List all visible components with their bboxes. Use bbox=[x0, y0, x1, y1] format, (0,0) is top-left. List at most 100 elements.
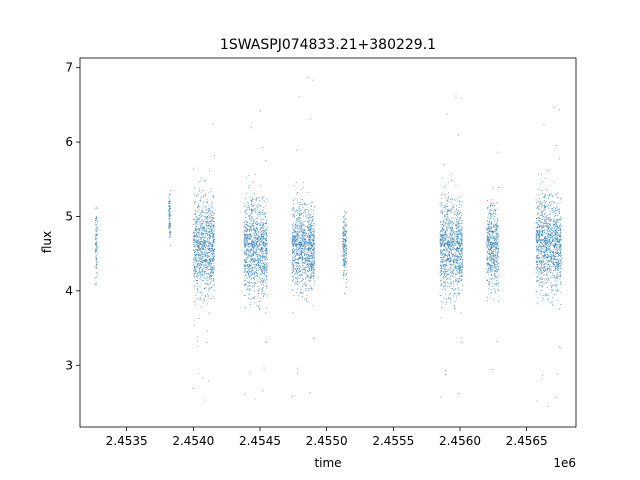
data-point bbox=[298, 216, 300, 218]
data-point bbox=[213, 251, 215, 253]
data-point bbox=[243, 226, 245, 228]
data-point bbox=[446, 248, 448, 250]
data-point bbox=[256, 227, 258, 228]
data-point bbox=[210, 274, 212, 276]
data-point bbox=[294, 232, 295, 234]
data-point bbox=[168, 202, 170, 204]
data-point bbox=[496, 258, 498, 260]
data-point bbox=[295, 255, 297, 257]
data-point bbox=[443, 253, 445, 255]
data-point bbox=[249, 270, 250, 272]
data-point bbox=[205, 208, 207, 210]
data-point bbox=[252, 266, 254, 268]
data-point bbox=[195, 239, 197, 241]
data-point bbox=[259, 235, 261, 237]
data-point bbox=[302, 262, 304, 264]
data-point bbox=[299, 250, 301, 252]
data-point bbox=[310, 286, 312, 288]
data-point bbox=[258, 288, 260, 290]
data-point bbox=[94, 218, 96, 219]
data-point bbox=[343, 270, 345, 272]
data-point bbox=[257, 224, 258, 225]
data-point bbox=[461, 289, 463, 291]
data-point bbox=[197, 223, 199, 225]
data-point bbox=[446, 211, 448, 213]
data-point bbox=[250, 269, 252, 271]
data-point bbox=[454, 266, 456, 268]
data-point bbox=[210, 245, 212, 247]
data-point bbox=[310, 225, 311, 227]
data-point bbox=[453, 233, 455, 235]
data-point bbox=[302, 240, 304, 242]
data-point bbox=[460, 216, 462, 218]
data-point bbox=[200, 243, 202, 245]
data-point bbox=[537, 269, 539, 271]
data-point bbox=[199, 248, 200, 250]
data-point bbox=[449, 272, 451, 274]
data-point bbox=[249, 266, 251, 268]
data-point bbox=[193, 232, 195, 234]
data-point bbox=[303, 250, 305, 252]
data-point bbox=[253, 243, 255, 245]
data-point bbox=[454, 235, 456, 237]
data-point bbox=[212, 295, 214, 297]
data-point bbox=[310, 265, 312, 267]
data-point bbox=[252, 197, 254, 199]
data-point bbox=[301, 253, 302, 255]
data-point bbox=[202, 230, 204, 232]
data-point bbox=[309, 263, 310, 265]
data-point bbox=[245, 198, 247, 199]
data-point bbox=[198, 257, 200, 259]
data-point bbox=[293, 237, 295, 239]
data-point bbox=[311, 265, 313, 267]
data-point bbox=[197, 219, 199, 221]
data-point bbox=[496, 256, 498, 258]
data-point bbox=[487, 268, 489, 270]
data-point bbox=[200, 272, 202, 274]
data-point bbox=[251, 261, 253, 263]
data-point bbox=[455, 259, 457, 260]
data-point bbox=[250, 298, 252, 300]
data-point bbox=[204, 242, 206, 244]
data-point bbox=[450, 302, 451, 304]
data-point bbox=[212, 271, 213, 273]
data-point bbox=[343, 241, 345, 242]
data-point bbox=[447, 206, 449, 208]
data-point bbox=[244, 227, 246, 229]
data-point bbox=[491, 227, 492, 229]
data-point bbox=[199, 267, 201, 269]
data-point bbox=[450, 259, 452, 261]
data-point bbox=[488, 228, 490, 230]
data-point bbox=[346, 240, 347, 242]
data-point bbox=[295, 243, 297, 245]
data-point bbox=[263, 268, 265, 270]
data-point bbox=[297, 207, 299, 209]
data-point bbox=[203, 243, 204, 245]
data-point bbox=[310, 260, 312, 262]
data-point bbox=[263, 231, 265, 233]
data-point bbox=[447, 254, 449, 256]
data-point bbox=[212, 214, 214, 216]
data-point bbox=[450, 235, 452, 237]
data-point bbox=[260, 229, 262, 231]
data-point bbox=[205, 259, 207, 261]
data-point bbox=[491, 250, 492, 251]
data-point bbox=[265, 266, 267, 268]
data-point bbox=[261, 263, 263, 265]
data-point bbox=[291, 240, 293, 242]
data-point bbox=[442, 235, 444, 237]
data-point bbox=[451, 205, 453, 207]
data-point bbox=[301, 269, 303, 271]
data-point bbox=[304, 243, 306, 244]
data-point bbox=[205, 224, 207, 226]
data-point bbox=[345, 213, 347, 215]
data-point bbox=[490, 244, 492, 245]
data-point bbox=[495, 210, 496, 212]
data-point bbox=[260, 261, 261, 263]
data-point bbox=[296, 243, 298, 245]
data-point bbox=[263, 223, 265, 225]
data-point bbox=[495, 235, 497, 237]
data-point bbox=[495, 251, 497, 253]
data-point bbox=[309, 215, 311, 217]
data-point bbox=[196, 274, 198, 276]
